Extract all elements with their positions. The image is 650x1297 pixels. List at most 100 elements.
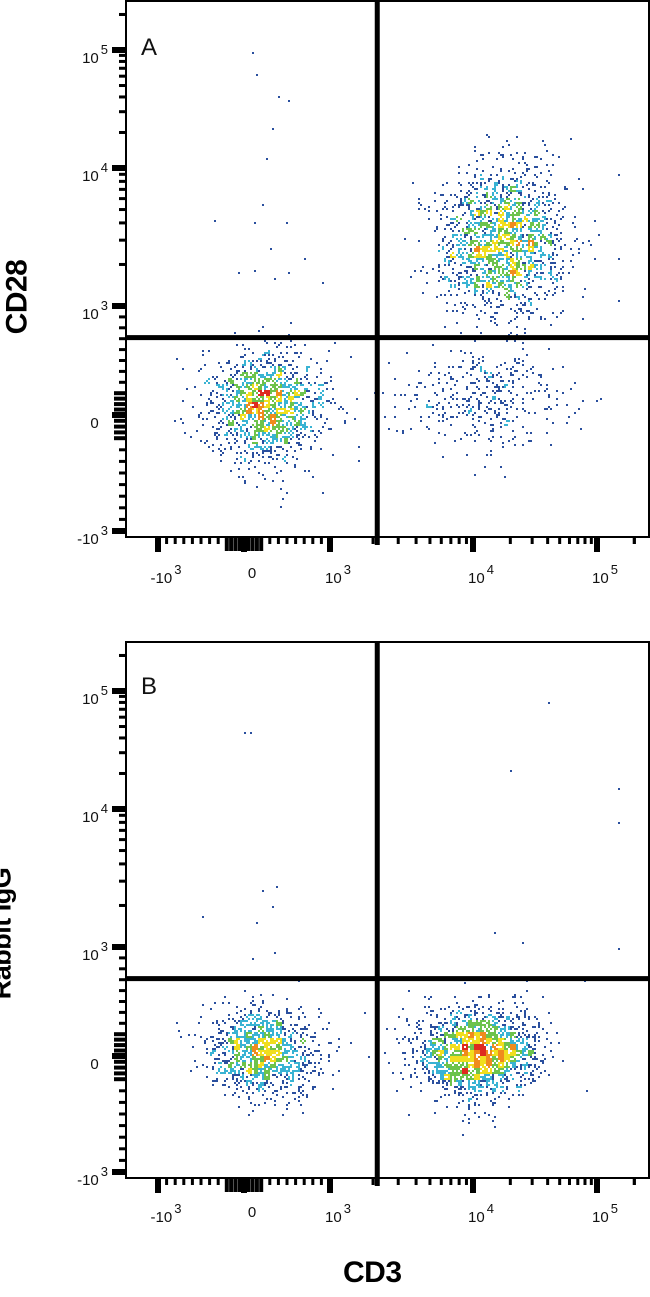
event-dot — [302, 394, 304, 396]
event-dot — [304, 470, 306, 472]
event-dot — [334, 402, 336, 404]
event-dot — [236, 390, 238, 392]
event-dot — [516, 284, 518, 286]
event-dot — [488, 180, 490, 182]
event-dot — [266, 442, 268, 444]
event-dot — [232, 402, 234, 404]
event-dot — [546, 240, 548, 242]
event-dot — [514, 228, 516, 230]
event-dot — [550, 266, 552, 268]
event-dot — [258, 388, 260, 390]
event-dot — [296, 1066, 298, 1068]
event-dot — [448, 242, 450, 244]
event-dot — [506, 254, 508, 256]
event-dot — [396, 430, 398, 432]
event-dot — [282, 426, 284, 428]
event-dot — [254, 374, 256, 376]
event-dot — [268, 462, 270, 464]
event-dot — [302, 414, 304, 416]
event-dot — [482, 236, 484, 238]
event-dot — [530, 286, 532, 288]
event-dot — [212, 390, 214, 392]
event-dot — [254, 432, 256, 434]
event-dot — [224, 1068, 226, 1070]
event-dot — [248, 1114, 250, 1116]
event-dot — [460, 350, 462, 352]
event-dot — [530, 246, 532, 248]
event-dot — [272, 480, 274, 482]
event-dot — [450, 286, 452, 288]
event-dot — [264, 430, 266, 432]
event-dot — [232, 1070, 234, 1072]
event-dot — [538, 374, 540, 376]
event-dot — [258, 1068, 260, 1070]
event-dot — [512, 266, 514, 268]
event-dot — [288, 1062, 290, 1064]
event-dot — [416, 394, 418, 396]
event-dot — [276, 346, 278, 348]
event-dot — [244, 1052, 246, 1054]
event-dot — [488, 260, 490, 262]
event-dot — [258, 1072, 260, 1074]
event-dot — [216, 1072, 218, 1074]
event-dot — [236, 1080, 238, 1082]
event-dot — [516, 178, 518, 180]
event-dot — [270, 1024, 272, 1026]
event-dot — [460, 234, 462, 236]
event-dot — [270, 1060, 272, 1062]
event-dot — [252, 456, 254, 458]
event-dot — [286, 424, 288, 426]
event-dot — [574, 216, 576, 218]
x-minor-tick — [449, 537, 453, 544]
event-dot — [486, 208, 488, 210]
event-dot — [488, 380, 490, 382]
event-dot — [456, 254, 458, 256]
event-dot — [436, 228, 438, 230]
event-dot — [204, 364, 206, 366]
event-dot — [526, 370, 528, 372]
event-dot — [534, 242, 536, 244]
event-dot — [440, 276, 442, 278]
event-dot — [308, 396, 310, 398]
event-dot — [244, 406, 246, 408]
event-dot — [502, 176, 504, 178]
event-dot — [248, 444, 250, 446]
event-dot — [198, 416, 200, 418]
event-dot — [522, 398, 524, 400]
event-dot — [260, 386, 262, 388]
event-dot — [530, 212, 532, 214]
event-dot — [440, 294, 442, 296]
event-dot — [452, 246, 454, 248]
event-dot — [174, 420, 176, 422]
event-dot — [278, 368, 280, 370]
event-dot — [488, 282, 490, 284]
event-dot — [250, 392, 252, 394]
event-dot — [538, 298, 540, 300]
event-dot — [254, 1060, 256, 1062]
y-minor-tick — [114, 407, 126, 412]
event-dot — [476, 192, 478, 194]
event-dot — [530, 258, 532, 260]
event-dot — [470, 374, 472, 376]
event-dot — [208, 398, 210, 400]
event-dot — [304, 1060, 306, 1062]
event-dot — [478, 406, 480, 408]
event-dot — [276, 432, 278, 434]
event-dot — [512, 224, 514, 226]
event-dot — [270, 362, 272, 364]
event-dot — [252, 1034, 254, 1036]
event-dot — [504, 476, 506, 478]
event-dot — [484, 376, 486, 378]
event-dot — [472, 356, 474, 358]
event-dot — [260, 376, 262, 378]
event-dot — [240, 1036, 242, 1038]
event-dot — [258, 398, 260, 400]
event-dot — [266, 342, 268, 344]
event-dot — [246, 1070, 248, 1072]
event-dot — [478, 250, 480, 252]
event-dot — [534, 412, 536, 414]
event-dot — [260, 448, 262, 450]
event-dot — [270, 388, 272, 390]
event-dot — [284, 366, 286, 368]
event-dot — [242, 430, 244, 432]
